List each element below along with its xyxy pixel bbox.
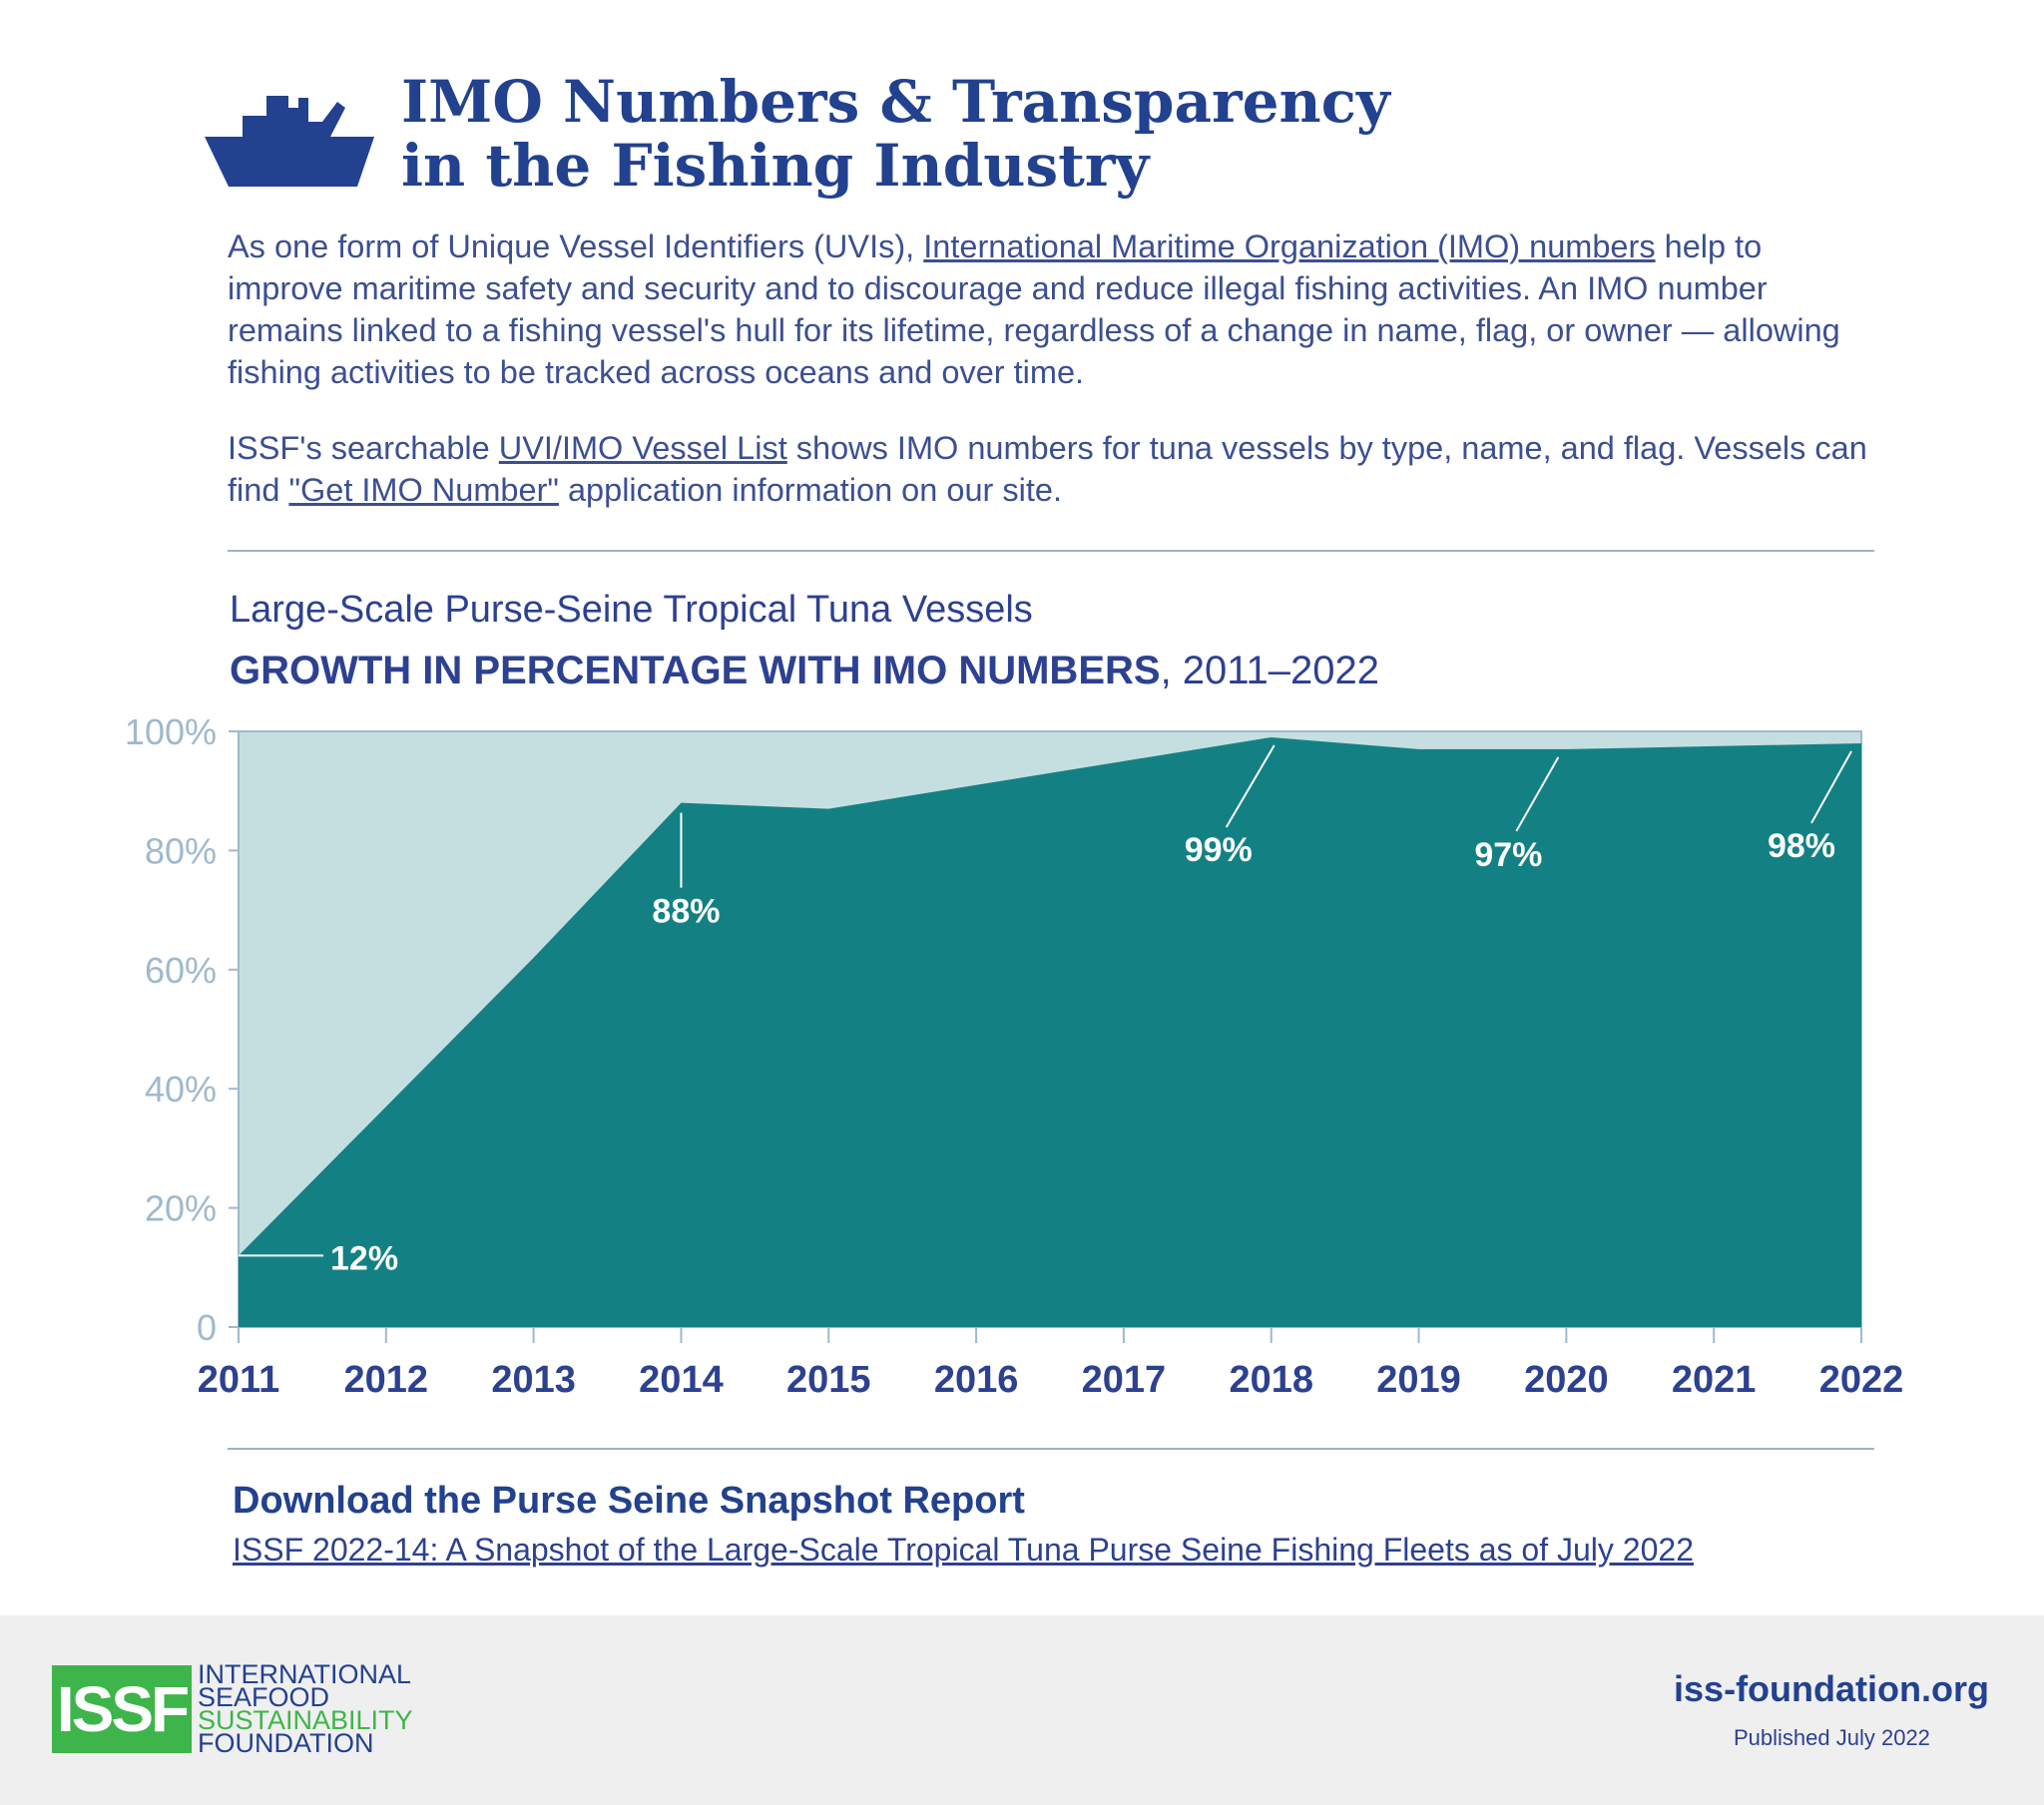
data-label-leader [1810,750,1852,824]
chart-title-bold: GROWTH IN PERCENTAGE WITH IMO NUMBERS [230,649,1161,692]
data-label: 97% [1474,836,1542,874]
x-tick-label: 2013 [491,1359,576,1401]
logo-line: SUSTAINABILITY [198,1705,413,1735]
page-title: IMO Numbers & Transparency in the Fishin… [401,70,1390,198]
imo-numbers-link[interactable]: International Maritime Organization (IMO… [923,228,1656,264]
issf-logo-text: INTERNATIONAL SEAFOOD SUSTAINABILITY FOU… [198,1659,413,1758]
x-tick-label: 2011 [198,1359,279,1401]
divider [228,550,1874,552]
intro-text: As one form of Unique Vessel Identifiers… [228,228,924,264]
divider [228,1448,1874,1450]
ship-icon [205,96,374,187]
x-tick-label: 2012 [344,1359,429,1401]
intro-paragraph-1: As one form of Unique Vessel Identifiers… [228,226,1874,393]
website-link[interactable]: iss-foundation.org [1674,1668,1989,1709]
y-tick-label: 0 [197,1307,217,1348]
data-label-leader [1225,744,1276,828]
logo-line: FOUNDATION [198,1728,374,1758]
intro-text: help to improve maritime safety and secu… [228,228,1840,390]
intro-text: application information on our site. [558,472,1062,508]
data-label: 99% [1185,831,1253,869]
x-tick-label: 2015 [786,1359,871,1401]
intro-text: shows IMO numbers for tuna vessels by ty… [228,430,1867,508]
x-tick-label: 2016 [934,1359,1019,1401]
footer: ISSF INTERNATIONAL SEAFOOD SUSTAINABILIT… [0,1615,2044,1805]
chart-title: GROWTH IN PERCENTAGE WITH IMO NUMBERS, 2… [230,649,1379,693]
y-tick-label: 100% [125,711,217,752]
x-tick-label: 2019 [1376,1359,1461,1401]
download-heading: Download the Purse Seine Snapshot Report [233,1480,1025,1522]
data-label: 98% [1768,827,1835,865]
x-tick-label: 2020 [1524,1359,1609,1401]
vessel-list-link[interactable]: UVI/IMO Vessel List [498,430,787,466]
data-label: 12% [330,1239,398,1277]
data-label-leader [1515,756,1560,832]
title-line-2: in the Fishing Industry [401,132,1150,200]
y-tick-label: 20% [145,1188,217,1229]
published-date: Published July 2022 [1734,1725,1930,1750]
intro-paragraph-2: ISSF's searchable UVI/IMO Vessel List sh… [228,427,1874,511]
area-series [239,736,1861,1327]
y-tick-label: 60% [145,950,217,991]
get-imo-number-link[interactable]: "Get IMO Number" [288,472,559,508]
x-tick-label: 2021 [1672,1359,1757,1401]
title-line-1: IMO Numbers & Transparency [401,68,1390,136]
logo-line: INTERNATIONAL [198,1659,412,1689]
x-tick-label: 2022 [1819,1359,1904,1401]
logo-line: SEAFOOD [198,1682,330,1712]
x-tick-label: 2014 [639,1359,724,1401]
data-label: 88% [652,893,720,931]
chart-title-range: , 2011–2022 [1160,649,1380,692]
intro-text: ISSF's searchable [228,430,499,466]
chart-subtitle: Large-Scale Purse-Seine Tropical Tuna Ve… [230,589,1033,631]
snapshot-report-link[interactable]: ISSF 2022-14: A Snapshot of the Large-Sc… [233,1532,1694,1568]
x-tick-label: 2018 [1229,1359,1313,1401]
y-tick-label: 40% [145,1069,217,1110]
x-tick-label: 2017 [1082,1359,1167,1401]
issf-logo-mark: ISSF [52,1665,192,1753]
y-tick-label: 80% [145,830,217,871]
